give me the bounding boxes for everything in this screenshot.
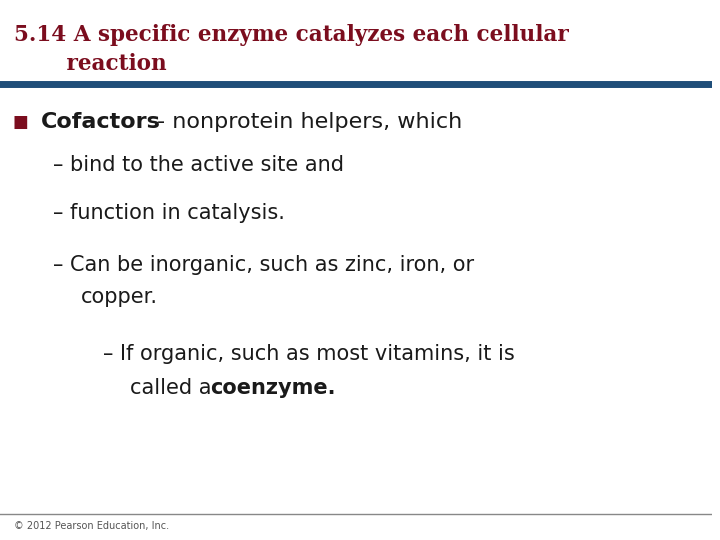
Text: – bind to the active site and: – bind to the active site and bbox=[53, 154, 344, 175]
Text: copper.: copper. bbox=[81, 287, 158, 307]
Text: coenzyme.: coenzyme. bbox=[210, 377, 336, 398]
Text: - nonprotein helpers, which: - nonprotein helpers, which bbox=[158, 111, 463, 132]
Text: 5.14 A specific enzyme catalyzes each cellular
       reaction: 5.14 A specific enzyme catalyzes each ce… bbox=[14, 24, 569, 75]
Text: Cofactors: Cofactors bbox=[41, 111, 161, 132]
Text: – If organic, such as most vitamins, it is: – If organic, such as most vitamins, it … bbox=[103, 343, 515, 364]
Text: called a: called a bbox=[130, 377, 218, 398]
Text: ■: ■ bbox=[13, 112, 29, 131]
Text: – Can be inorganic, such as zinc, iron, or: – Can be inorganic, such as zinc, iron, … bbox=[53, 254, 474, 275]
Text: © 2012 Pearson Education, Inc.: © 2012 Pearson Education, Inc. bbox=[14, 522, 169, 531]
Text: – function in catalysis.: – function in catalysis. bbox=[53, 203, 285, 224]
